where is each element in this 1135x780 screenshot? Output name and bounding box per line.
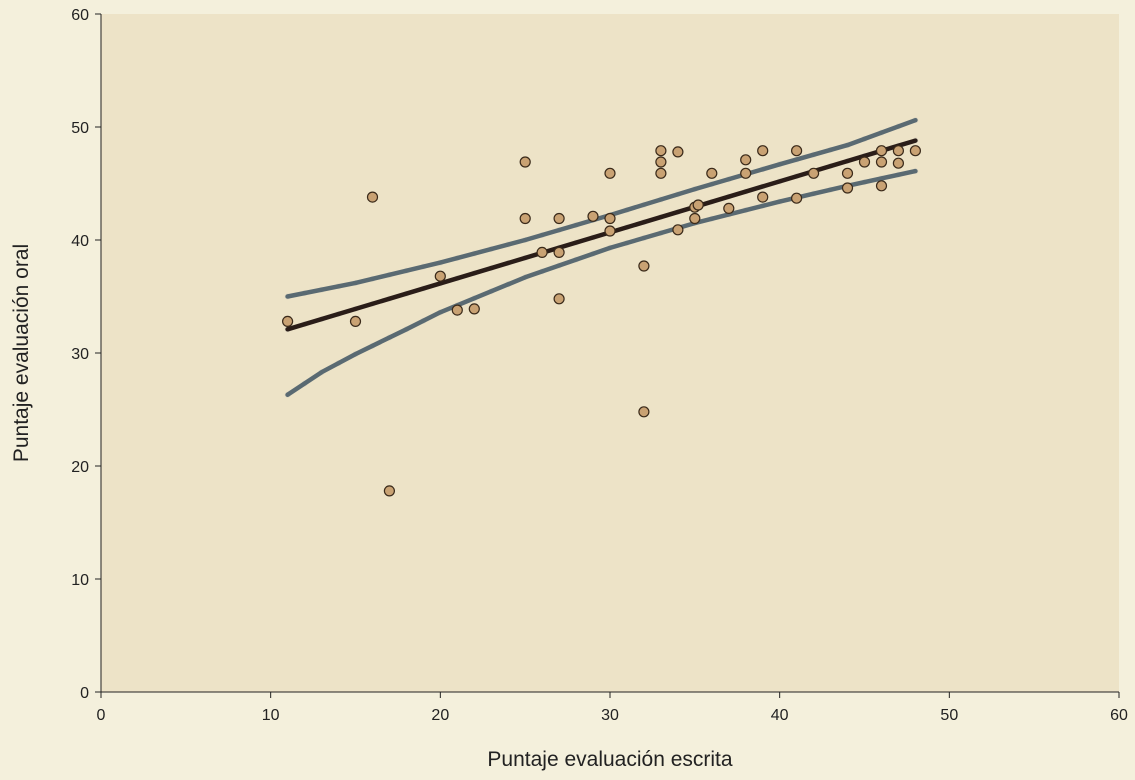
y-axis-title: Puntaje evaluación oral (10, 244, 33, 462)
data-point (519, 212, 531, 225)
x-tick-label: 10 (262, 707, 280, 724)
data-point (451, 304, 463, 316)
data-point (536, 246, 548, 258)
data-point (706, 167, 718, 179)
data-point (434, 270, 446, 282)
data-point (875, 180, 888, 192)
data-point (366, 191, 379, 203)
x-tick-label: 20 (431, 707, 449, 724)
data-point (841, 167, 854, 179)
data-point (604, 212, 616, 225)
data-point (655, 145, 667, 157)
y-tick-label: 10 (71, 572, 89, 589)
x-tick-label: 60 (1110, 707, 1128, 724)
data-point (723, 202, 735, 214)
data-point (587, 210, 599, 222)
ticks-layer: 0 10 20 30 40 50 60 0 10 20 30 40 50 60 (71, 7, 1128, 724)
data-point (519, 156, 531, 168)
data-point (349, 315, 362, 327)
data-point (604, 167, 616, 179)
data-point (553, 212, 565, 225)
x-axis-title: Puntaje evaluación escrita (487, 748, 732, 771)
data-point (282, 315, 294, 327)
data-point (655, 167, 667, 179)
data-points-layer (282, 145, 922, 497)
data-point (672, 146, 684, 158)
y-tick-label: 30 (71, 346, 89, 363)
data-point (875, 145, 888, 157)
data-point (672, 224, 684, 236)
data-point (553, 293, 565, 305)
x-tick-label: 50 (940, 707, 958, 724)
data-point (790, 145, 803, 157)
data-point (740, 167, 752, 179)
data-point (858, 156, 871, 168)
data-point (790, 192, 803, 204)
data-point (841, 182, 854, 194)
y-tick-label: 60 (71, 7, 89, 24)
y-tick-label: 50 (71, 120, 89, 137)
y-tick-label: 20 (71, 459, 89, 476)
data-point (909, 145, 922, 157)
data-point (604, 225, 616, 237)
data-point (757, 191, 769, 203)
lower-confidence-line (285, 168, 918, 398)
data-point (892, 145, 905, 157)
data-point (740, 154, 752, 166)
data-point (892, 157, 905, 169)
data-point (655, 156, 667, 168)
x-tick-label: 30 (601, 707, 619, 724)
data-point (638, 260, 650, 272)
x-tick-label: 0 (97, 707, 106, 724)
data-point (553, 246, 565, 258)
y-tick-label: 40 (71, 233, 89, 250)
data-point (692, 199, 704, 211)
data-point (875, 156, 888, 168)
data-point (807, 167, 820, 179)
data-point (689, 212, 701, 225)
data-point (638, 406, 650, 418)
y-tick-label: 0 (80, 685, 89, 702)
data-point (468, 303, 480, 315)
x-tick-label: 40 (771, 707, 789, 724)
plot-area (101, 14, 1119, 692)
data-point (757, 145, 769, 157)
data-point (383, 485, 395, 497)
